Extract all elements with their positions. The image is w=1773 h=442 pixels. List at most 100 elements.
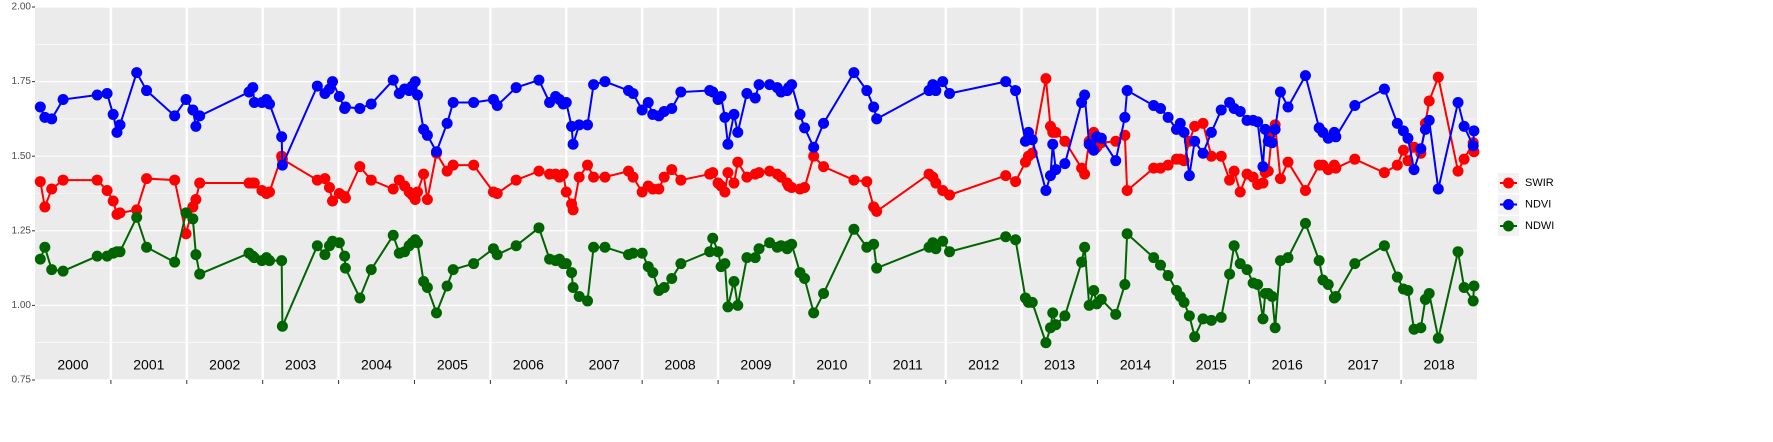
data-point [510, 174, 522, 186]
data-point [169, 110, 181, 122]
data-point [732, 126, 744, 138]
data-point [409, 76, 421, 88]
data-point [848, 174, 860, 186]
data-point [1452, 96, 1464, 108]
data-point [1423, 95, 1435, 107]
data-point [1010, 85, 1022, 97]
data-point [1391, 271, 1403, 283]
data-point [1121, 185, 1133, 197]
data-point [1257, 177, 1269, 189]
data-point [868, 238, 880, 250]
year-label: 2013 [1044, 357, 1075, 373]
data-point [1402, 132, 1414, 144]
data-point [319, 173, 331, 185]
data-point [169, 174, 181, 186]
data-point [1040, 337, 1052, 349]
data-point [533, 165, 545, 177]
data-point [1349, 258, 1361, 270]
data-point [1432, 332, 1444, 344]
data-point [848, 223, 860, 235]
data-point [57, 94, 69, 106]
data-point [1224, 268, 1236, 280]
data-point [1174, 117, 1186, 129]
data-point [1095, 293, 1107, 305]
data-point [430, 307, 442, 319]
data-point [1257, 313, 1269, 325]
data-point [264, 255, 276, 267]
data-point [1391, 159, 1403, 171]
data-point [715, 91, 727, 103]
data-point [91, 89, 103, 101]
data-point [107, 195, 119, 207]
data-point [1415, 143, 1427, 155]
data-point [930, 85, 942, 97]
data-point [786, 182, 798, 194]
data-point [1183, 310, 1195, 322]
year-label: 2017 [1348, 357, 1379, 373]
data-point [46, 183, 58, 195]
data-point [339, 101, 351, 113]
data-point [560, 258, 572, 270]
data-point [276, 255, 288, 267]
data-point [1322, 279, 1334, 291]
data-point [1205, 150, 1217, 162]
data-point [1197, 147, 1209, 159]
data-point [732, 156, 744, 168]
data-point [582, 119, 594, 131]
data-point [114, 207, 126, 219]
data-point [753, 79, 765, 91]
data-point [187, 213, 199, 225]
data-point [468, 96, 480, 108]
data-point [421, 129, 433, 141]
data-point [180, 94, 192, 106]
data-point [1059, 135, 1071, 147]
data-point [675, 86, 687, 98]
data-point [169, 256, 181, 268]
data-point [46, 264, 58, 276]
data-point [1178, 126, 1190, 138]
year-label: 2016 [1272, 357, 1303, 373]
data-point [354, 292, 366, 304]
data-point [365, 264, 377, 276]
data-point [1282, 101, 1294, 113]
data-point [1252, 279, 1264, 291]
data-point [447, 96, 459, 108]
data-point [264, 186, 276, 198]
data-point [1079, 168, 1091, 180]
data-point [339, 262, 351, 274]
data-point [339, 192, 351, 204]
data-point [1224, 174, 1236, 186]
data-point [141, 173, 153, 185]
data-point [599, 171, 611, 183]
data-point [387, 229, 399, 241]
data-point [799, 122, 811, 134]
data-point [441, 280, 453, 292]
data-point [1010, 176, 1022, 188]
data-point [753, 243, 765, 255]
data-point [311, 80, 323, 92]
data-point [365, 98, 377, 110]
data-point [599, 241, 611, 253]
data-point [101, 185, 113, 197]
data-point [39, 241, 51, 253]
data-point [1266, 290, 1278, 302]
year-label: 2003 [285, 357, 316, 373]
legend-label: NDVI [1525, 198, 1551, 210]
data-point [447, 159, 459, 171]
data-point [1269, 322, 1281, 334]
data-point [421, 281, 433, 293]
data-point [944, 88, 956, 100]
data-point [114, 119, 126, 131]
data-point [666, 273, 678, 285]
data-point [141, 85, 153, 97]
data-point [1468, 280, 1480, 292]
data-point [1183, 170, 1195, 182]
data-point [704, 246, 716, 258]
data-point [510, 82, 522, 94]
data-point [46, 113, 58, 125]
data-point [1121, 85, 1133, 97]
data-point [1050, 164, 1062, 176]
data-point [861, 176, 873, 188]
data-point [247, 82, 259, 94]
